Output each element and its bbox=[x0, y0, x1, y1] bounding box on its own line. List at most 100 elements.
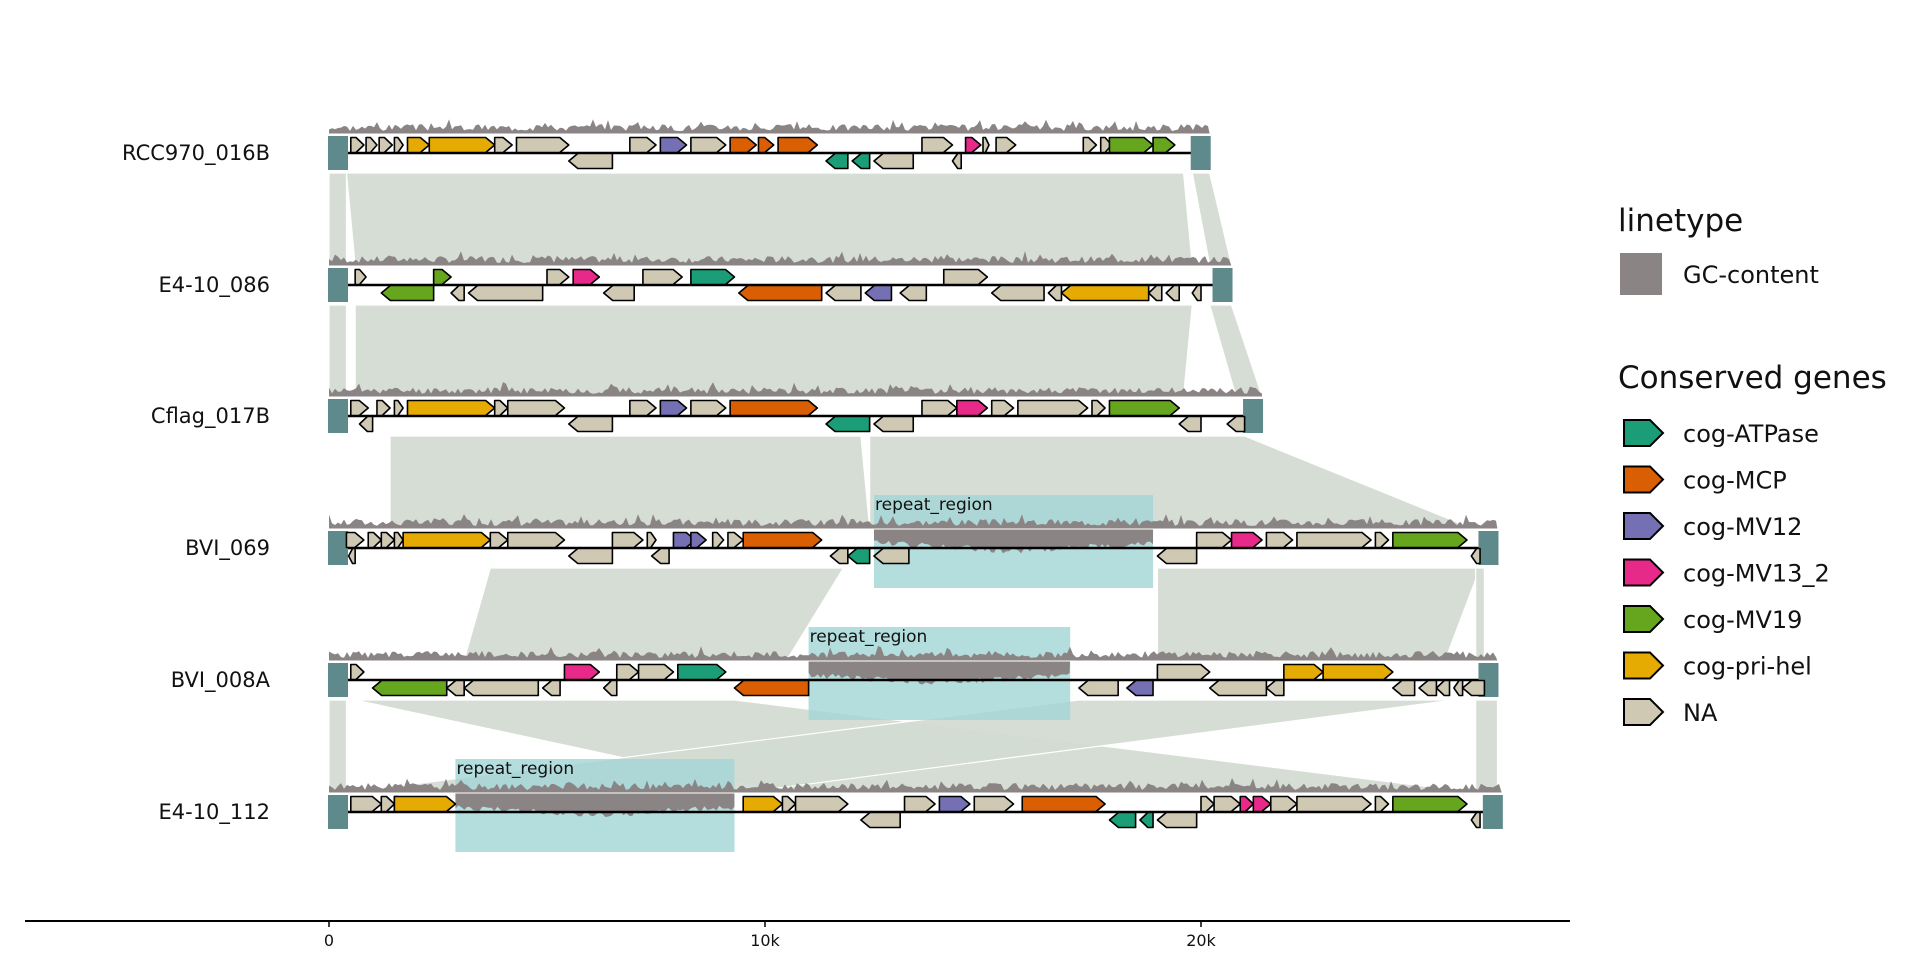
gene-arrow bbox=[1017, 399, 1089, 417]
gene-arrow bbox=[825, 415, 871, 433]
gene-arrow bbox=[347, 547, 356, 565]
synteny-link bbox=[345, 172, 1193, 266]
gene-arrow bbox=[650, 547, 670, 565]
gene-arrow bbox=[729, 399, 819, 417]
gene-arrow bbox=[1060, 284, 1150, 302]
contig-tracks: RCC970_016B E4-10_086 Cflag_017B BVI_069 BVI… bbox=[122, 119, 1503, 829]
gene-arrow bbox=[690, 531, 707, 549]
gene-arrow bbox=[378, 136, 394, 154]
gene-arrow bbox=[1374, 795, 1390, 813]
gene-arrow bbox=[742, 531, 823, 549]
gene-arrow bbox=[711, 531, 725, 549]
gene-arrow bbox=[1021, 795, 1106, 813]
legend-gene-label: cog-MV19 bbox=[1683, 606, 1802, 634]
contig-start-cap bbox=[328, 663, 348, 697]
gene-arrow bbox=[380, 531, 396, 549]
legend-gene-swatch bbox=[1623, 419, 1665, 447]
gene-arrow bbox=[1265, 679, 1285, 697]
contig-start-cap bbox=[328, 795, 348, 829]
gene-arrow bbox=[1265, 531, 1294, 549]
gene-arrow bbox=[659, 136, 688, 154]
gene-arrow bbox=[463, 679, 540, 697]
gene-arrow bbox=[371, 679, 448, 697]
gene-arrow bbox=[1152, 136, 1176, 154]
synteny-link bbox=[328, 304, 348, 397]
gene-arrow bbox=[777, 136, 819, 154]
x-axis-tick-label: 10k bbox=[750, 931, 780, 950]
gene-arrow bbox=[1147, 284, 1163, 302]
contig-start-cap bbox=[328, 268, 348, 302]
gene-arrow bbox=[642, 268, 683, 286]
gene-arrow bbox=[1208, 679, 1268, 697]
contig-end-cap bbox=[1478, 531, 1499, 565]
gene-arrow bbox=[757, 136, 775, 154]
contig-track: BVI_069 bbox=[185, 514, 1499, 565]
gene-arrow bbox=[864, 284, 893, 302]
gene-arrow bbox=[921, 136, 954, 154]
gene-arrow bbox=[690, 268, 736, 286]
gene-arrow bbox=[1195, 531, 1233, 549]
synteny-link bbox=[354, 304, 1193, 397]
gene-arrow bbox=[1392, 679, 1416, 697]
gene-arrow bbox=[493, 399, 509, 417]
gene-arrow bbox=[402, 531, 492, 549]
gene-arrow bbox=[350, 136, 365, 154]
legend-gene-label: cog-MV12 bbox=[1683, 513, 1802, 541]
gene-arrow bbox=[406, 136, 431, 154]
gene-arrow bbox=[794, 795, 849, 813]
legend-gene-label: cog-MCP bbox=[1683, 467, 1787, 495]
gene-arrow bbox=[1470, 811, 1481, 829]
gene-arrow bbox=[1108, 811, 1137, 829]
gene-arrow bbox=[1296, 531, 1372, 549]
legend-gene-swatch bbox=[1623, 698, 1665, 726]
gene-arrow bbox=[572, 268, 601, 286]
gene-arrow bbox=[659, 399, 688, 417]
repeat-region-label: repeat_region bbox=[875, 495, 993, 515]
gene-arrow bbox=[1461, 679, 1486, 697]
gene-arrow bbox=[350, 399, 370, 417]
gc-content-profile bbox=[329, 646, 1498, 661]
gene-arrow bbox=[629, 399, 657, 417]
gene-arrow bbox=[1435, 679, 1451, 697]
gene-arrow bbox=[393, 136, 404, 154]
gene-arrow bbox=[546, 268, 570, 286]
gene-arrow bbox=[568, 152, 614, 170]
gene-arrow bbox=[506, 399, 566, 417]
x-axis-tick-label: 0 bbox=[324, 931, 334, 950]
gene-arrow bbox=[990, 284, 1045, 302]
gene-arrow bbox=[1269, 795, 1298, 813]
synteny-link bbox=[328, 172, 348, 266]
contig-track: Cflag_017B bbox=[151, 382, 1264, 433]
legend-gene-swatch bbox=[1623, 512, 1665, 540]
contig-label: E4-10_086 bbox=[158, 273, 270, 298]
repeat-gc-dip bbox=[874, 526, 1154, 554]
gene-arrow bbox=[376, 399, 391, 417]
gene-arrow bbox=[742, 795, 784, 813]
gene-arrow bbox=[568, 547, 614, 565]
gene-arrow bbox=[380, 795, 396, 813]
gene-arrow bbox=[873, 415, 915, 433]
gene-arrow bbox=[1165, 284, 1180, 302]
gene-arrow bbox=[1156, 811, 1198, 829]
gene-arrow bbox=[1047, 284, 1063, 302]
gene-arrow bbox=[350, 663, 365, 681]
gene-arrow bbox=[738, 284, 823, 302]
gene-arrow bbox=[646, 531, 657, 549]
contig-start-cap bbox=[328, 136, 348, 170]
gc-content-profile bbox=[329, 514, 1498, 529]
gene-arrow bbox=[847, 547, 871, 565]
gene-arrow bbox=[1226, 415, 1246, 433]
contig-start-cap bbox=[328, 531, 348, 565]
gene-arrow bbox=[380, 284, 435, 302]
contig-end-cap bbox=[1482, 795, 1503, 829]
legend-title-linetype: linetype bbox=[1618, 203, 1743, 239]
gene-arrow bbox=[354, 268, 367, 286]
gene-arrow bbox=[1139, 811, 1154, 829]
gene-arrow bbox=[1200, 795, 1215, 813]
gene-arrow bbox=[365, 136, 378, 154]
gene-arrow bbox=[1470, 547, 1481, 565]
legend-gene-label: cog-ATPase bbox=[1683, 420, 1819, 448]
gene-arrow bbox=[825, 284, 862, 302]
repeat-gc-dip bbox=[808, 658, 1071, 685]
